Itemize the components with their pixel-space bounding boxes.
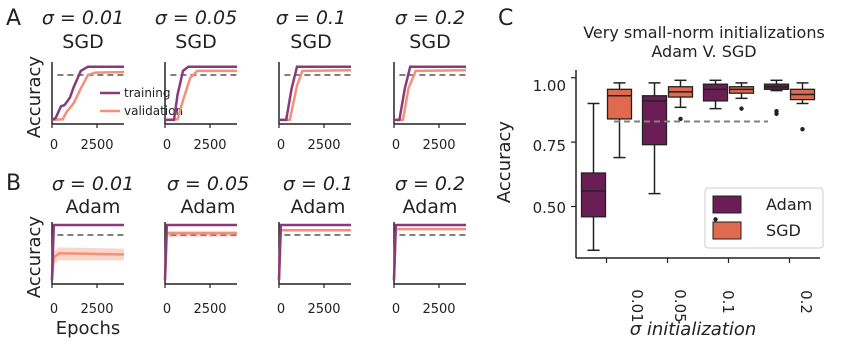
subplot-a1-optimizer: SGD <box>62 31 103 53</box>
box-adam-0.2-outlier-1 <box>774 111 779 116</box>
b2-xtick-2500: 2500 <box>193 302 226 317</box>
subplot-b3-sigma: σ = 0.1 <box>283 173 353 195</box>
b4-xtick-2500: 2500 <box>422 302 455 317</box>
a1-validation-line <box>51 70 125 122</box>
legend-training-label: training <box>124 86 171 100</box>
legend-sgd-label: SGD <box>766 221 801 240</box>
panel-c-xtick-001: 0.01 <box>628 289 646 322</box>
row-b-ylabel: Accuracy <box>24 216 45 299</box>
panel-c-ytick-100: 1.00 <box>533 77 566 95</box>
legend-adam-swatch <box>712 195 742 214</box>
a4-training-line <box>394 65 466 122</box>
box-adam-0.1-outlier-0 <box>713 217 718 222</box>
row-a-ylabel: Accuracy <box>24 56 45 139</box>
subplot-b2-optimizer: Adam <box>181 196 236 218</box>
subplot-b2-sigma: σ = 0.05 <box>167 173 249 195</box>
subplot-b4-optimizer: Adam <box>403 196 458 218</box>
subplot-b1-optimizer: Adam <box>66 196 121 218</box>
b3-training-line <box>277 223 351 280</box>
subplot-a2-optimizer: SGD <box>175 31 216 53</box>
box-sgd-0.1-outlier-0 <box>739 106 744 111</box>
box-adam-0.01 <box>580 172 607 218</box>
b4-validation-line <box>392 227 466 280</box>
subplot-b1-sigma: σ = 0.01 <box>52 173 134 195</box>
row-b-xlabel: Epochs <box>56 318 121 339</box>
subplot-a3-optimizer: SGD <box>290 31 331 53</box>
b3-validation-line <box>277 229 351 280</box>
b4-training-line <box>392 223 466 280</box>
b2-training-line <box>163 223 237 280</box>
legend-validation-label: validation <box>124 104 183 118</box>
panel-c-xtick-01: 0.1 <box>719 290 737 314</box>
legend-sgd-swatch <box>712 221 742 240</box>
subplot-b4-sigma: σ = 0.2 <box>395 173 465 195</box>
subplot-a3-sigma: σ = 0.1 <box>276 7 346 29</box>
panel-letter-a: A <box>6 6 21 31</box>
a3-xtick-0: 0 <box>277 138 285 153</box>
subplot-b3-optimizer: Adam <box>291 196 346 218</box>
b1-training-line <box>50 223 124 280</box>
a3-xtick-2500: 2500 <box>307 138 340 153</box>
box-sgd-0.05-outlier-0 <box>678 116 683 122</box>
panel-c-ytick-050: 0.50 <box>533 199 566 217</box>
a3-training-line <box>279 65 351 122</box>
box-sgd-0.2-outlier-0 <box>800 127 805 132</box>
b1-xtick-2500: 2500 <box>80 302 113 317</box>
panel-c-xtick-02: 0.2 <box>797 290 815 314</box>
b2-validation-line <box>163 231 237 280</box>
b3-xtick-0: 0 <box>277 302 285 317</box>
panel-c-title-line2: Adam V. SGD <box>651 42 756 61</box>
box-sgd-0.01 <box>606 88 633 120</box>
a4-xtick-0: 0 <box>392 138 400 153</box>
b3-xtick-2500: 2500 <box>307 302 340 317</box>
a2-xtick-2500: 2500 <box>193 138 226 153</box>
subplot-a4-optimizer: SGD <box>409 31 450 53</box>
box-adam-0.1 <box>702 83 729 102</box>
a2-training-line <box>165 65 237 122</box>
b1-xtick-0: 0 <box>50 302 58 317</box>
panel-letter-c: C <box>498 6 513 31</box>
a2-xtick-0: 0 <box>163 138 171 153</box>
subplot-a2-sigma: σ = 0.05 <box>155 7 237 29</box>
legend-adam-label: Adam <box>766 195 812 214</box>
panel-c-ylabel: Accuracy <box>494 121 515 204</box>
panel-letter-b: B <box>6 171 21 196</box>
a2-validation-line <box>164 69 237 122</box>
b2-xtick-0: 0 <box>163 302 171 317</box>
box-adam-0.05 <box>641 95 668 146</box>
a1-xtick-0: 0 <box>50 138 58 153</box>
b4-xtick-0: 0 <box>392 302 400 317</box>
subplot-a1-sigma: σ = 0.01 <box>42 7 124 29</box>
panel-c-xlabel: σ initialization <box>630 319 757 340</box>
b1-validation-band <box>53 247 124 264</box>
subplot-a4-sigma: σ = 0.2 <box>395 7 465 29</box>
a1-xtick-2500: 2500 <box>80 138 113 153</box>
a4-xtick-2500: 2500 <box>422 138 455 153</box>
a1-training-line <box>51 65 124 121</box>
panel-c-title-line1: Very small-norm initializations <box>583 23 825 42</box>
panel-c-ytick-075: 0.75 <box>533 137 566 155</box>
panel-c-xtick-005: 0.05 <box>671 289 689 322</box>
